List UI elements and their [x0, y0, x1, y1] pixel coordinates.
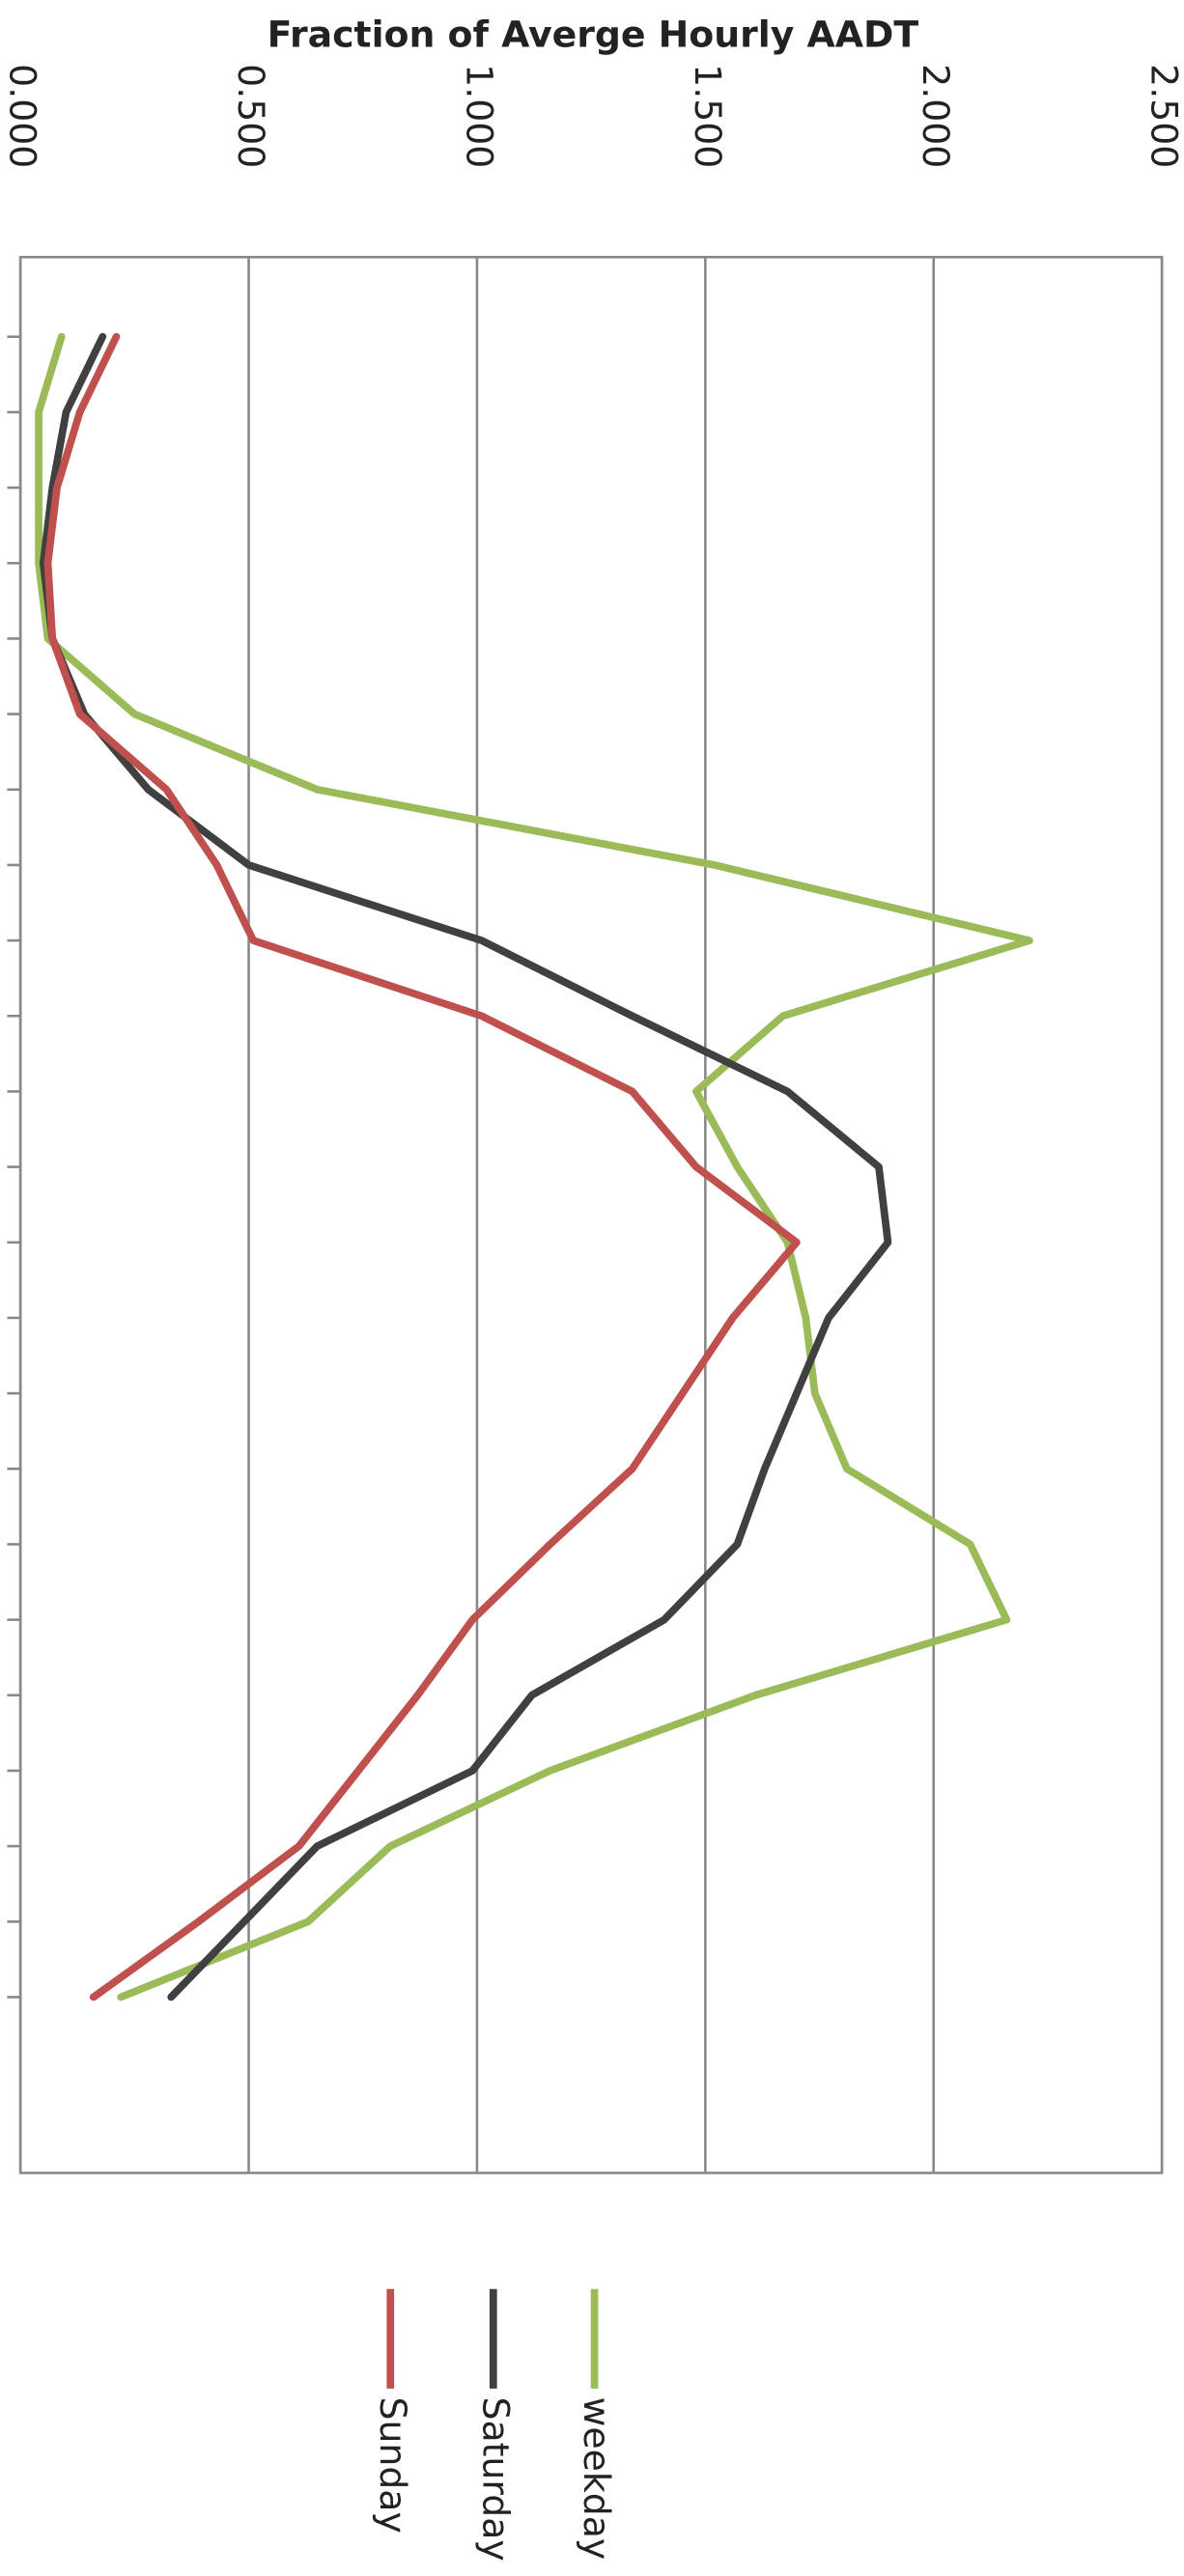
plot-area [18, 255, 1164, 2174]
x-tick-label: 2.500 [1143, 64, 1184, 168]
x-tick-label: 1.000 [458, 64, 500, 168]
x-tick-label: 2.000 [915, 64, 957, 168]
series-line [39, 332, 892, 2002]
x-tick-label: 1.500 [687, 64, 729, 168]
chart-title: Fraction of Averge Hourly AADT [268, 13, 919, 55]
series-line [35, 332, 1033, 2002]
series-line [43, 332, 801, 2002]
x-tick-label: 0.000 [2, 64, 44, 168]
x-tick-label: 0.500 [230, 64, 272, 168]
legend-label: Sunday [372, 2396, 414, 2533]
legend-label: Saturday [474, 2396, 517, 2561]
legend-label: weekday [576, 2396, 618, 2560]
